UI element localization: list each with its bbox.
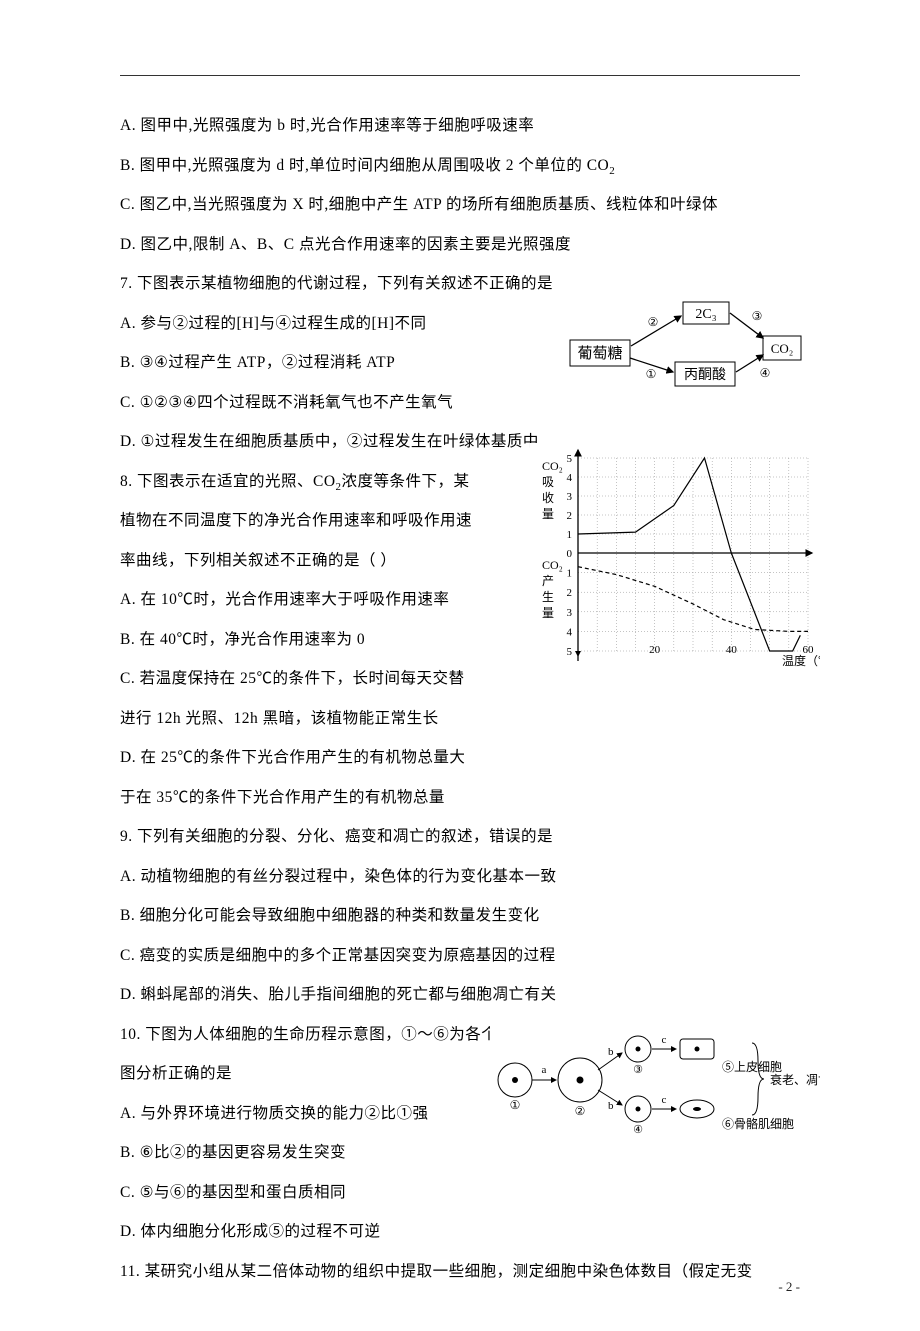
q9-opt-c: C. 癌变的实质是细胞中的多个正常基因突变为原癌基因的过程 bbox=[120, 936, 800, 976]
q6-opt-c: C. 图乙中,当光照强度为 X 时,细胞中产生 ATP 的场所有细胞质基质、线粒… bbox=[120, 185, 800, 225]
svg-text:①: ① bbox=[646, 367, 657, 381]
svg-text:⑥骨骼肌细胞: ⑥骨骼肌细胞 bbox=[722, 1116, 794, 1131]
q8-opt-d-2: 于在 35℃的条件下光合作用产生的有机物总量 bbox=[120, 778, 800, 818]
q7-diagram: 葡萄糖 丙酮酸 2C₃ CO₂ ① ② ③ ④ bbox=[565, 300, 805, 390]
svg-text:②: ② bbox=[648, 315, 659, 329]
svg-text:2: 2 bbox=[567, 510, 573, 522]
svg-text:④: ④ bbox=[633, 1124, 643, 1135]
svg-text:丙酮酸: 丙酮酸 bbox=[684, 367, 726, 383]
svg-text:葡萄糖: 葡萄糖 bbox=[577, 345, 622, 362]
svg-text:量: 量 bbox=[542, 606, 554, 620]
q8-stem-1a: 8. 下图表示在适宜的光照、CO bbox=[120, 473, 336, 490]
q8-opt-c-2: 进行 12h 光照、12h 黑暗，该植物能正常生长 bbox=[120, 699, 800, 739]
q6-opt-b: B. 图甲中,光照强度为 d 时,单位时间内细胞从周围吸收 2 个单位的 CO2 bbox=[120, 146, 800, 186]
page-number: - 2 - bbox=[778, 1270, 800, 1303]
q10-opt-b: B. ⑥比②的基因更容易发生突变 bbox=[120, 1133, 800, 1173]
svg-text:b: b bbox=[608, 1100, 614, 1112]
q11-stem: 11. 某研究小组从某二倍体动物的组织中提取一些细胞，测定细胞中染色体数目（假定… bbox=[120, 1252, 800, 1292]
svg-text:衰老、凋亡: 衰老、凋亡 bbox=[770, 1072, 820, 1087]
svg-text:CO₂: CO₂ bbox=[771, 341, 794, 356]
svg-text:3: 3 bbox=[567, 607, 573, 619]
q6-opt-a: A. 图甲中,光照强度为 b 时,光合作用速率等于细胞呼吸速率 bbox=[120, 106, 800, 146]
q9-stem: 9. 下列有关细胞的分裂、分化、癌变和凋亡的叙述，错误的是 bbox=[120, 817, 800, 857]
svg-text:量: 量 bbox=[542, 507, 554, 521]
svg-text:40: 40 bbox=[726, 644, 738, 656]
svg-text:①: ① bbox=[510, 1098, 521, 1112]
svg-text:③: ③ bbox=[752, 309, 763, 323]
q6-opt-b-sub: 2 bbox=[609, 165, 615, 177]
svg-text:3: 3 bbox=[567, 491, 573, 503]
svg-text:温度（℃）: 温度（℃） bbox=[782, 653, 820, 668]
svg-text:20: 20 bbox=[649, 644, 661, 656]
svg-text:5: 5 bbox=[567, 453, 573, 465]
svg-text:产: 产 bbox=[542, 574, 554, 588]
svg-text:0: 0 bbox=[567, 548, 573, 560]
svg-text:c: c bbox=[662, 1094, 667, 1106]
svg-text:③: ③ bbox=[633, 1064, 643, 1076]
svg-text:④: ④ bbox=[760, 366, 771, 380]
q7-stem: 7. 下图表示某植物细胞的代谢过程，下列有关叙述不正确的是 bbox=[120, 264, 800, 304]
svg-text:5: 5 bbox=[567, 646, 573, 658]
svg-text:⑤上皮细胞: ⑤上皮细胞 bbox=[722, 1060, 782, 1074]
svg-text:CO₂: CO₂ bbox=[542, 558, 563, 572]
svg-text:1: 1 bbox=[567, 529, 573, 541]
q8-opt-d-1: D. 在 25℃的条件下光合作用产生的有机物总量大 bbox=[120, 738, 800, 778]
q6-opt-b-text: B. 图甲中,光照强度为 d 时,单位时间内细胞从周围吸收 2 个单位的 CO bbox=[120, 157, 609, 174]
svg-text:c: c bbox=[662, 1034, 667, 1046]
q9-opt-a: A. 动植物细胞的有丝分裂过程中，染色体的行为变化基本一致 bbox=[120, 857, 800, 897]
svg-text:吸: 吸 bbox=[542, 475, 554, 489]
top-rule bbox=[120, 75, 800, 76]
svg-text:2: 2 bbox=[567, 587, 573, 599]
svg-text:2C₃: 2C₃ bbox=[695, 307, 716, 322]
q9-opt-d: D. 蝌蚪尾部的消失、胎儿手指间细胞的死亡都与细胞凋亡有关 bbox=[120, 975, 800, 1015]
svg-text:b: b bbox=[608, 1046, 614, 1058]
q8-chart: 01234512345204060温度（℃）CO₂吸收量CO₂产生量 bbox=[530, 443, 820, 678]
svg-text:生: 生 bbox=[542, 590, 554, 604]
q8-stem-1b: 浓度等条件下，某 bbox=[342, 473, 470, 490]
q10-diagram: ① a ② b b ③ ④ c c ⑤上皮细胞 ⑥骨骼肌细胞 衰老、凋亡 bbox=[490, 1025, 820, 1135]
svg-text:②: ② bbox=[575, 1104, 586, 1118]
svg-text:收: 收 bbox=[542, 491, 554, 505]
q9-opt-b: B. 细胞分化可能会导致细胞中细胞器的种类和数量发生变化 bbox=[120, 896, 800, 936]
q6-opt-d: D. 图乙中,限制 A、B、C 点光合作用速率的因素主要是光照强度 bbox=[120, 225, 800, 265]
svg-text:CO₂: CO₂ bbox=[542, 459, 563, 473]
svg-text:4: 4 bbox=[567, 472, 573, 484]
svg-text:4: 4 bbox=[567, 626, 573, 638]
svg-text:a: a bbox=[542, 1064, 547, 1076]
svg-text:1: 1 bbox=[567, 568, 573, 580]
q10-opt-d: D. 体内细胞分化形成⑤的过程不可逆 bbox=[120, 1212, 800, 1252]
q10-opt-c: C. ⑤与⑥的基因型和蛋白质相同 bbox=[120, 1173, 800, 1213]
